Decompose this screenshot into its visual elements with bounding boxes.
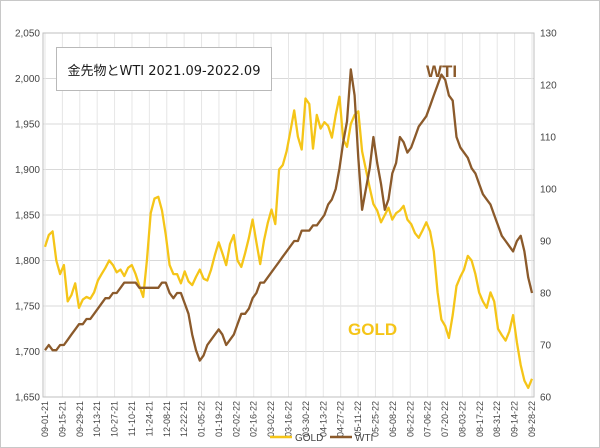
y-left-tick-label: 1,750	[15, 302, 40, 313]
y-left-tick-label: 2,050	[15, 29, 40, 40]
x-tick-label: 10-13-21	[92, 401, 102, 437]
chart-title: 金先物とWTI 2021.09-2022.09	[67, 63, 261, 79]
y-right-tick-label: 130	[540, 29, 557, 40]
y-right-tick-label: 90	[540, 237, 552, 248]
x-tick-label: 02-16-22	[249, 401, 259, 437]
wti-series-label: WTI	[426, 62, 458, 81]
x-tick-label: 03-16-22	[284, 401, 294, 437]
series-line-wti	[44, 68, 534, 362]
x-tick-label: 12-08-21	[162, 401, 172, 437]
x-tick-label: 07-20-22	[440, 401, 450, 437]
x-tick-label: 08-17-22	[475, 401, 485, 437]
y-right-tick-label: 100	[540, 185, 557, 196]
x-tick-label: 10-27-21	[110, 401, 120, 437]
y-left-tick-label: 1,650	[15, 393, 40, 404]
x-tick-label: 11-24-21	[144, 401, 154, 436]
x-tick-label: 06-22-22	[405, 401, 415, 437]
chart-title-box: 金先物とWTI 2021.09-2022.09	[56, 47, 272, 91]
x-tick-label: 02-02-22	[231, 401, 241, 437]
x-tick-label: 09-14-22	[510, 401, 520, 437]
x-tick-label: 11-10-21	[127, 401, 137, 436]
x-tick-label: 09-01-21	[40, 401, 50, 437]
y-right-tick-label: 60	[540, 393, 552, 404]
x-tick-label: 09-28-22	[527, 401, 537, 437]
x-tick-label: 05-11-22	[353, 401, 363, 436]
x-tick-label: 01-19-22	[214, 401, 224, 437]
legend-label-wti: WTI	[355, 433, 373, 444]
x-tick-label: 08-31-22	[492, 401, 502, 437]
gold-series-label: GOLD	[348, 320, 398, 339]
x-tick-label: 01-05-22	[197, 401, 207, 437]
y-left-tick-label: 1,950	[15, 120, 40, 131]
plot-border	[42, 32, 535, 398]
x-tick-label: 07-06-22	[423, 401, 433, 437]
y-left-tick-label: 1,850	[15, 211, 40, 222]
y-left-tick-label: 1,900	[15, 165, 40, 176]
x-tick-label: 03-30-22	[301, 401, 311, 437]
y-right-tick-label: 110	[540, 133, 556, 144]
y-left-tick-label: 1,700	[15, 347, 40, 358]
y-left-tick-label: 2,000	[15, 74, 40, 85]
legend-label-gold: GOLD	[295, 433, 323, 444]
y-right-tick-label: 70	[540, 341, 552, 352]
series-line-gold	[43, 95, 534, 390]
y-left-tick-label: 1,800	[15, 256, 40, 267]
x-tick-label: 06-08-22	[388, 401, 398, 437]
x-tick-label: 09-29-21	[75, 401, 85, 437]
x-tick-label: 04-13-22	[318, 401, 328, 437]
x-tick-label: 08-03-22	[457, 401, 467, 437]
x-tick-label: 05-25-22	[370, 401, 380, 437]
x-tick-label: 04-27-22	[336, 401, 346, 437]
x-tick-label: 09-15-21	[57, 401, 67, 437]
y-right-tick-label: 120	[540, 81, 557, 92]
y-right-tick-label: 80	[540, 289, 552, 300]
x-tick-label: 03-02-22	[266, 401, 276, 437]
x-tick-label: 12-22-21	[179, 401, 189, 437]
